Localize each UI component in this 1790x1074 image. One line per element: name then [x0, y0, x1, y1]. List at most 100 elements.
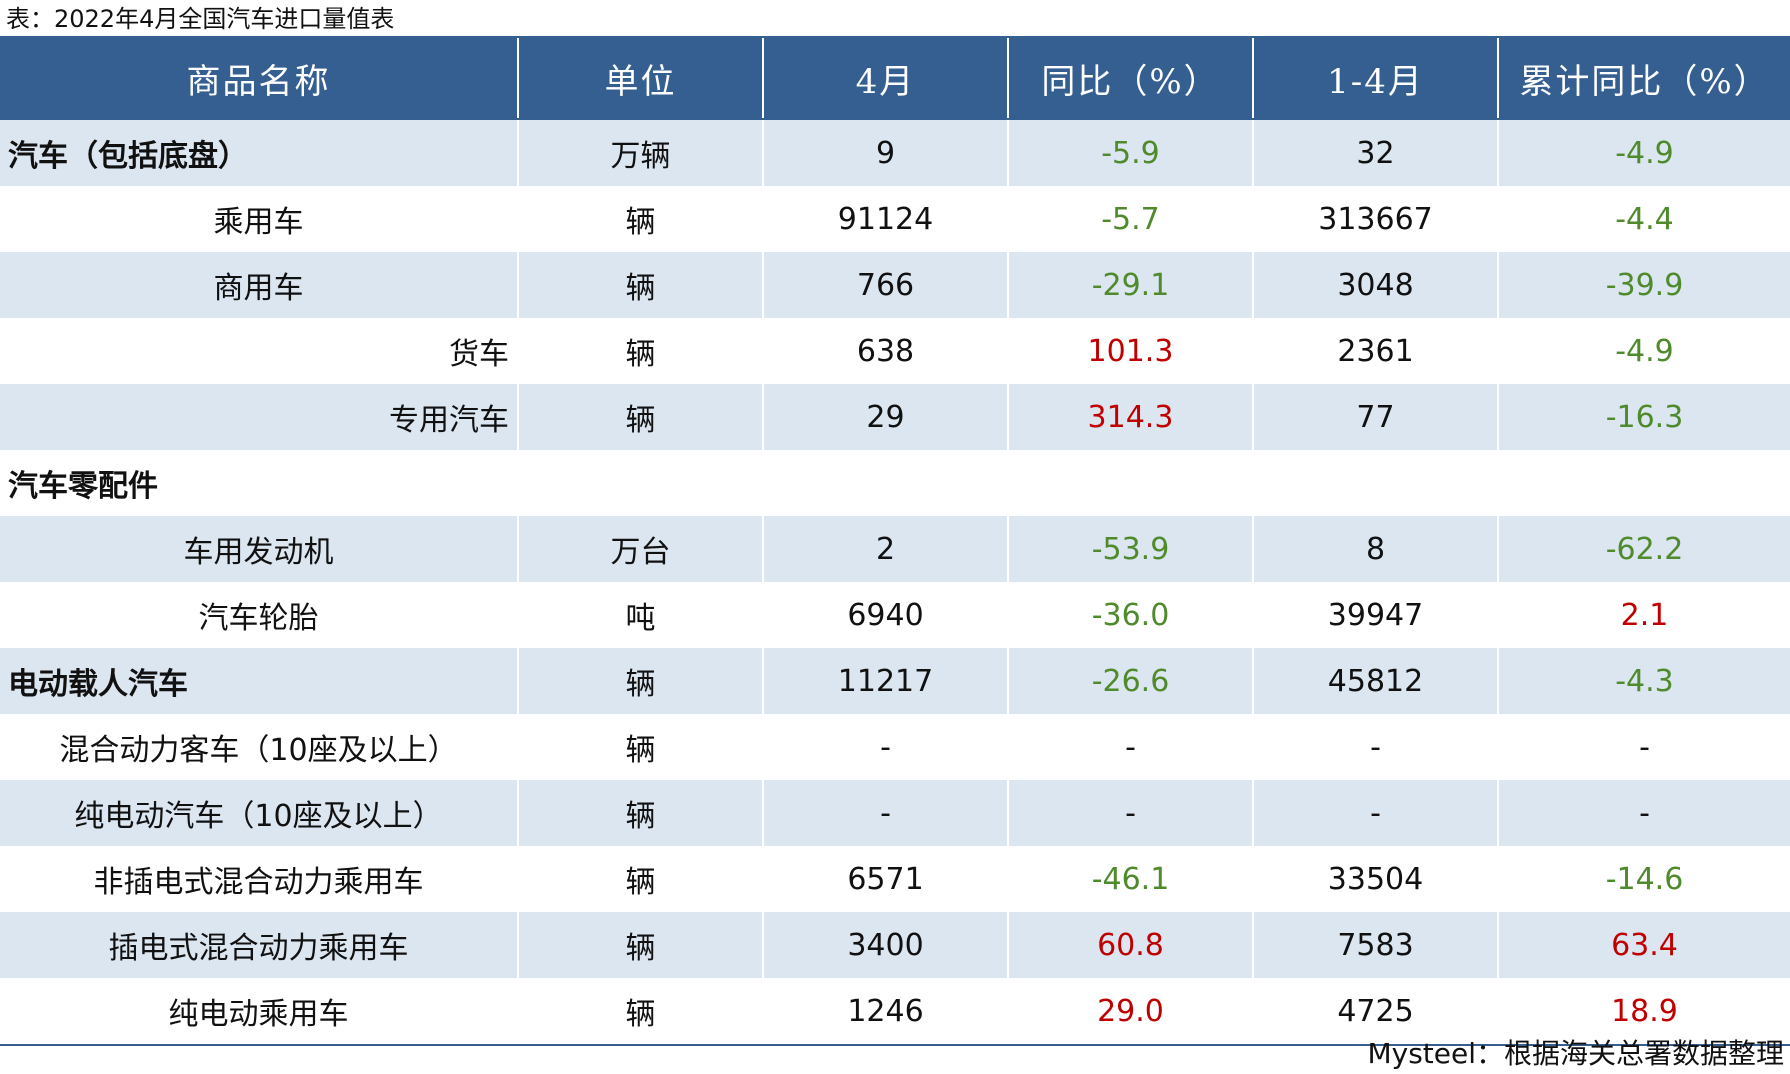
- row-ytd: -: [1252, 714, 1498, 780]
- row-yoy: -36.0: [1007, 582, 1253, 648]
- row-month: -: [762, 714, 1008, 780]
- table-row: 纯电动汽车（10座及以上） 辆 - - - -: [0, 780, 1790, 846]
- row-ytd-yoy: 63.4: [1497, 912, 1790, 978]
- row-yoy: -46.1: [1007, 846, 1253, 912]
- row-month: 11217: [762, 648, 1008, 714]
- row-name: 专用汽车: [0, 384, 518, 450]
- row-ytd-yoy: -39.9: [1497, 252, 1790, 318]
- row-unit: 辆: [517, 714, 763, 780]
- table-row: 乘用车 辆 91124 -5.7 313667 -4.4: [0, 186, 1790, 252]
- row-ytd: 2361: [1252, 318, 1498, 384]
- table-row: 商用车 辆 766 -29.1 3048 -39.9: [0, 252, 1790, 318]
- row-month: 91124: [762, 186, 1008, 252]
- row-month: 29: [762, 384, 1008, 450]
- row-unit: 辆: [517, 978, 763, 1046]
- row-ytd-yoy: -62.2: [1497, 516, 1790, 582]
- row-ytd-yoy: -14.6: [1497, 846, 1790, 912]
- header-yoy: 同比（%）: [1007, 36, 1253, 120]
- row-ytd: 4725: [1252, 978, 1498, 1046]
- row-yoy: -26.6: [1007, 648, 1253, 714]
- row-month: 2: [762, 516, 1008, 582]
- row-ytd: 45812: [1252, 648, 1498, 714]
- row-ytd-yoy: -: [1497, 714, 1790, 780]
- row-ytd-yoy: -4.9: [1497, 119, 1790, 186]
- row-unit: 辆: [517, 384, 763, 450]
- row-name: 乘用车: [0, 186, 518, 252]
- row-yoy: -53.9: [1007, 516, 1253, 582]
- row-name: 纯电动汽车（10座及以上）: [0, 780, 518, 846]
- row-ytd: 313667: [1252, 186, 1498, 252]
- header-month: 4月: [762, 36, 1008, 120]
- row-name: 非插电式混合动力乘用车: [0, 846, 518, 912]
- table-row: 纯电动乘用车 辆 1246 29.0 4725 18.9: [0, 978, 1790, 1046]
- row-yoy: 101.3: [1007, 318, 1253, 384]
- row-name: 汽车轮胎: [0, 582, 518, 648]
- row-month: -: [762, 780, 1008, 846]
- row-yoy: [1007, 450, 1253, 516]
- row-ytd: 39947: [1252, 582, 1498, 648]
- table-row: 专用汽车 辆 29 314.3 77 -16.3: [0, 384, 1790, 450]
- row-ytd: 8: [1252, 516, 1498, 582]
- table-row: 汽车零配件: [0, 450, 1790, 516]
- row-name: 电动载人汽车: [0, 648, 518, 714]
- row-ytd-yoy: -4.4: [1497, 186, 1790, 252]
- row-unit: 辆: [517, 252, 763, 318]
- row-yoy: -5.7: [1007, 186, 1253, 252]
- row-ytd: [1252, 450, 1498, 516]
- table-caption: 表：2022年4月全国汽车进口量值表: [6, 5, 395, 33]
- row-ytd: 77: [1252, 384, 1498, 450]
- row-unit: 万台: [517, 516, 763, 582]
- row-ytd-yoy: -4.3: [1497, 648, 1790, 714]
- table-row: 混合动力客车（10座及以上） 辆 - - - -: [0, 714, 1790, 780]
- source-note: Mysteel：根据海关总署数据整理: [1367, 1037, 1784, 1070]
- row-name: 汽车零配件: [0, 450, 518, 516]
- table-row: 非插电式混合动力乘用车 辆 6571 -46.1 33504 -14.6: [0, 846, 1790, 912]
- import-data-table: 商品名称 单位 4月 同比（%） 1-4月 累计同比（%） 汽车（包括底盘） 万…: [0, 36, 1790, 1046]
- row-unit: 辆: [517, 912, 763, 978]
- row-yoy: -: [1007, 780, 1253, 846]
- row-yoy: 29.0: [1007, 978, 1253, 1046]
- row-name: 货车: [0, 318, 518, 384]
- header-ytd: 1-4月: [1252, 36, 1498, 120]
- row-unit: [517, 450, 763, 516]
- row-month: 3400: [762, 912, 1008, 978]
- row-ytd: -: [1252, 780, 1498, 846]
- row-name: 纯电动乘用车: [0, 978, 518, 1046]
- table-row: 插电式混合动力乘用车 辆 3400 60.8 7583 63.4: [0, 912, 1790, 978]
- row-unit: 吨: [517, 582, 763, 648]
- row-yoy: -5.9: [1007, 119, 1253, 186]
- row-yoy: 314.3: [1007, 384, 1253, 450]
- row-ytd-yoy: -16.3: [1497, 384, 1790, 450]
- row-month: 1246: [762, 978, 1008, 1046]
- row-month: [762, 450, 1008, 516]
- row-ytd: 3048: [1252, 252, 1498, 318]
- row-ytd: 32: [1252, 119, 1498, 186]
- row-month: 638: [762, 318, 1008, 384]
- row-ytd: 7583: [1252, 912, 1498, 978]
- table-row: 电动载人汽车 辆 11217 -26.6 45812 -4.3: [0, 648, 1790, 714]
- row-month: 6940: [762, 582, 1008, 648]
- row-unit: 辆: [517, 318, 763, 384]
- header-product-name: 商品名称: [0, 36, 518, 120]
- row-month: 6571: [762, 846, 1008, 912]
- row-month: 766: [762, 252, 1008, 318]
- row-name: 车用发动机: [0, 516, 518, 582]
- row-ytd-yoy: -4.9: [1497, 318, 1790, 384]
- row-ytd: 33504: [1252, 846, 1498, 912]
- header-row: 商品名称 单位 4月 同比（%） 1-4月 累计同比（%）: [0, 36, 1790, 120]
- row-ytd-yoy: 2.1: [1497, 582, 1790, 648]
- row-unit: 辆: [517, 648, 763, 714]
- table-row: 货车 辆 638 101.3 2361 -4.9: [0, 318, 1790, 384]
- table-row: 汽车（包括底盘） 万辆 9 -5.9 32 -4.9: [0, 119, 1790, 186]
- row-ytd-yoy: 18.9: [1497, 978, 1790, 1046]
- row-name: 混合动力客车（10座及以上）: [0, 714, 518, 780]
- header-unit: 单位: [517, 36, 763, 120]
- row-ytd-yoy: -: [1497, 780, 1790, 846]
- table-row: 车用发动机 万台 2 -53.9 8 -62.2: [0, 516, 1790, 582]
- row-name: 汽车（包括底盘）: [0, 119, 518, 186]
- row-yoy: 60.8: [1007, 912, 1253, 978]
- row-unit: 辆: [517, 780, 763, 846]
- row-name: 商用车: [0, 252, 518, 318]
- row-unit: 辆: [517, 846, 763, 912]
- header-ytd-yoy: 累计同比（%）: [1497, 36, 1790, 120]
